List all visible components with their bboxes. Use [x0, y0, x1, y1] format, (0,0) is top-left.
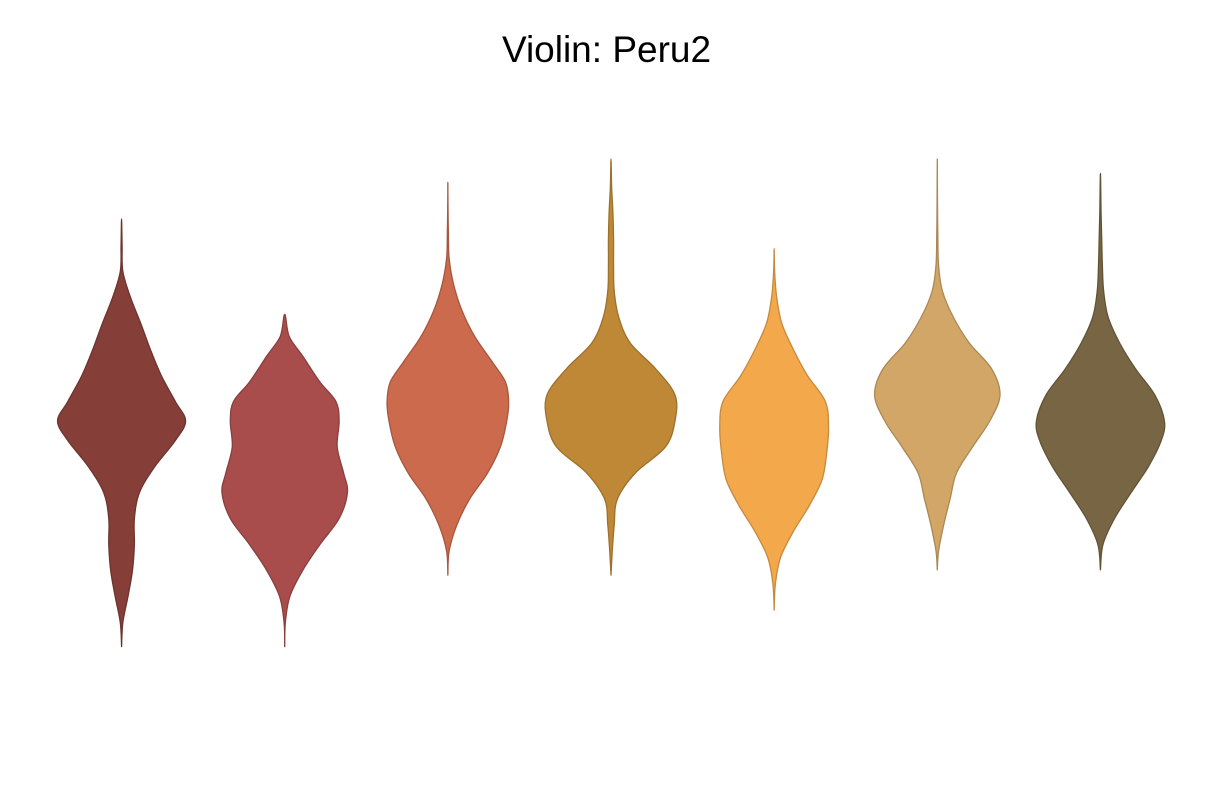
violin-1 [56, 218, 187, 648]
violin-2 [221, 313, 349, 648]
violin-4 [544, 158, 678, 576]
violin-3 [386, 181, 510, 576]
violin-6 [873, 158, 1001, 571]
chart-title: Violin: Peru2 [501, 29, 712, 70]
violin-5 [719, 248, 830, 611]
violin-7 [1035, 172, 1166, 571]
